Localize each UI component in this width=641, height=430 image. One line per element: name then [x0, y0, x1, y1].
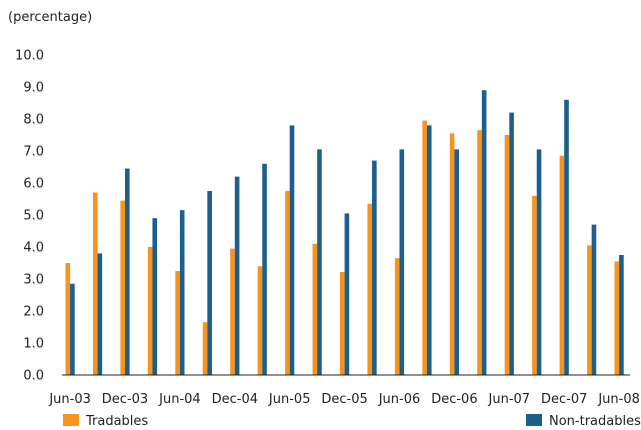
legend-label-non-tradables: Non-tradables	[549, 414, 641, 429]
bar-tradables-dec-04	[230, 248, 235, 375]
y-axis: 0.0 1.0 2.0 3.0 4.0 5.0 6.0 7.0 8.0 9.0 10.0	[15, 49, 44, 384]
legend-swatch-non-tradables	[526, 414, 542, 426]
bar-tradables-jun-05	[285, 191, 290, 375]
bar-non-tradables-dec-06	[454, 149, 459, 375]
x-tick-label: Jun-06	[378, 392, 421, 407]
bar-non-tradables-sep-04	[207, 191, 212, 375]
legend-label-tradables: Tradables	[85, 414, 148, 429]
bar-tradables-mar-07	[477, 130, 482, 375]
bar-non-tradables-jun-05	[289, 125, 295, 376]
bar-tradables-dec-07	[559, 155, 565, 375]
bar-non-tradables-mar-05	[262, 163, 267, 375]
y-axis-unit-label: (percentage)	[8, 10, 92, 25]
x-tick-label: Dec-06	[431, 392, 477, 407]
y-tick-label: 7.0	[23, 145, 44, 160]
y-tick-label: 8.0	[23, 113, 44, 128]
bar-non-tradables-sep-07	[536, 149, 542, 375]
bar-tradables-jun-07	[504, 135, 510, 375]
bar-non-tradables-dec-05	[344, 213, 350, 375]
y-tick-label: 5.0	[23, 209, 44, 224]
legend-swatch-tradables	[63, 414, 79, 426]
bar-tradables-dec-06	[449, 133, 455, 375]
bar-tradables-jun-08	[614, 261, 620, 375]
bar-tradables-mar-05	[257, 266, 263, 375]
bar-tradables-dec-05	[340, 271, 345, 375]
bar-non-tradables-jun-08	[619, 255, 624, 375]
x-tick-label: Jun-08	[597, 392, 640, 407]
x-tick-label: Jun-04	[158, 392, 201, 407]
bar-tradables-mar-06	[367, 203, 373, 375]
bar-tradables-sep-03	[92, 192, 98, 375]
bar-non-tradables-jun-07	[509, 112, 514, 375]
x-axis: Jun-03 Dec-03 Jun-04 Dec-04 Jun-05 Dec-05 Jun-…	[48, 392, 640, 407]
bar-tradables-jun-04	[175, 271, 180, 375]
bar-tradables-jun-06	[394, 258, 400, 375]
bar-non-tradables-mar-08	[591, 224, 597, 375]
bar-non-tradables-dec-07	[564, 99, 569, 376]
y-tick-label: 4.0	[23, 241, 44, 256]
bar-tradables-mar-04	[147, 247, 153, 375]
bar-non-tradables-jun-06	[399, 149, 405, 375]
bar-tradables-sep-07	[532, 195, 537, 375]
bar-non-tradables-sep-06	[426, 125, 432, 376]
x-tick-label: Dec-03	[102, 392, 148, 407]
bar-non-tradables-dec-04	[234, 176, 240, 375]
y-tick-label: 3.0	[23, 273, 44, 288]
x-tick-label: Dec-05	[321, 392, 367, 407]
bar-non-tradables-mar-06	[372, 160, 377, 375]
bar-tradables-sep-05	[312, 243, 318, 375]
bar-non-tradables-sep-05	[317, 149, 322, 375]
bar-non-tradables-jun-04	[179, 210, 185, 375]
x-tick-label: Jun-03	[48, 392, 91, 407]
bar-non-tradables-sep-03	[97, 253, 103, 375]
bar-non-tradables-mar-04	[152, 218, 158, 375]
bar-tradables-sep-04	[202, 322, 208, 375]
y-tick-label: 0.0	[23, 369, 44, 384]
y-tick-label: 9.0	[23, 81, 44, 96]
plot-area	[65, 90, 624, 376]
bar-tradables-sep-06	[422, 120, 427, 375]
y-tick-label: 10.0	[15, 49, 44, 64]
bar-non-tradables-jun-03	[70, 283, 75, 375]
x-tick-label: Dec-04	[212, 392, 258, 407]
bar-tradables-jun-03	[65, 263, 71, 375]
bar-tradables-mar-08	[587, 245, 592, 375]
bar-tradables-dec-03	[120, 200, 125, 375]
y-tick-label: 6.0	[23, 177, 44, 192]
y-tick-label: 2.0	[23, 305, 44, 320]
x-tick-label: Dec-07	[541, 392, 587, 407]
x-tick-label: Jun-07	[488, 392, 531, 407]
bar-non-tradables-mar-07	[481, 90, 487, 375]
x-tick-label: Jun-05	[268, 392, 311, 407]
y-tick-label: 1.0	[23, 337, 44, 352]
bar-non-tradables-dec-03	[125, 168, 130, 375]
